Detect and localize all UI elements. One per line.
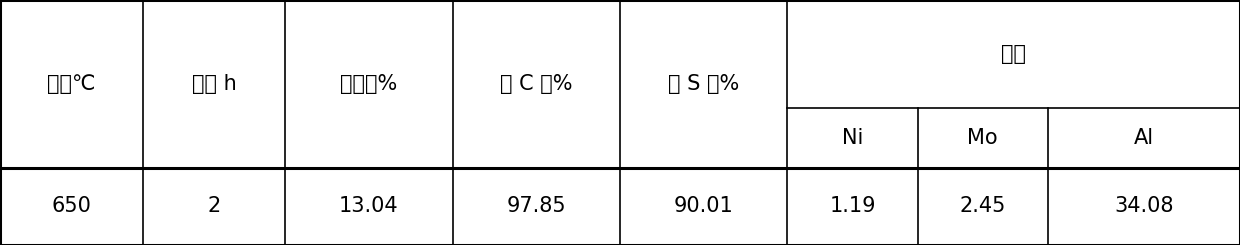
Text: 2.45: 2.45 [960,196,1006,216]
Text: Al: Al [1133,128,1154,148]
Text: 34.08: 34.08 [1115,196,1173,216]
Text: 1.19: 1.19 [830,196,875,216]
Text: 焙砂: 焙砂 [1001,44,1027,64]
Text: 脲 C 率%: 脲 C 率% [500,74,573,94]
Text: 失重率%: 失重率% [340,74,398,94]
Text: 脲 S 率%: 脲 S 率% [668,74,739,94]
Text: 时间 h: 时间 h [191,74,237,94]
Text: 650: 650 [51,196,92,216]
Text: 97.85: 97.85 [506,196,567,216]
Text: Ni: Ni [842,128,863,148]
Text: Mo: Mo [967,128,998,148]
Text: 13.04: 13.04 [339,196,399,216]
Text: 2: 2 [207,196,221,216]
Text: 温度℃: 温度℃ [47,74,95,94]
Text: 90.01: 90.01 [673,196,734,216]
